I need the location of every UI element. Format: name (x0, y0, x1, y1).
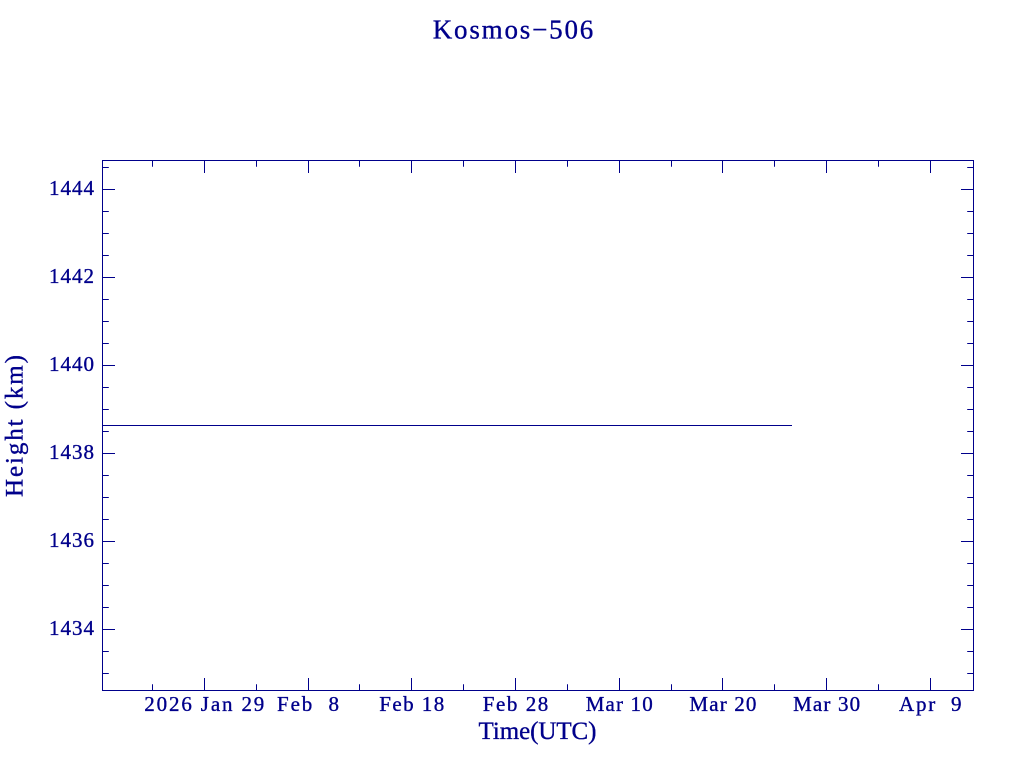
svg-text:Mar 30: Mar 30 (793, 692, 860, 716)
svg-text:Mar 20: Mar 20 (689, 692, 756, 716)
svg-text:1444: 1444 (49, 176, 95, 200)
svg-text:Kosmos−506: Kosmos−506 (433, 15, 594, 45)
svg-text:1442: 1442 (49, 264, 94, 288)
svg-text:1434: 1434 (49, 616, 95, 640)
svg-text:Feb 8: Feb 8 (277, 692, 339, 716)
svg-text:Height (km): Height (km) (2, 355, 29, 497)
svg-text:1438: 1438 (49, 440, 94, 464)
svg-text:Mar 10: Mar 10 (586, 692, 653, 716)
svg-text:Feb 28: Feb 28 (483, 692, 549, 716)
svg-text:Feb 18: Feb 18 (379, 692, 444, 716)
svg-text:Time(UTC): Time(UTC) (479, 718, 597, 745)
svg-text:1440: 1440 (49, 352, 94, 376)
svg-text:1436: 1436 (49, 528, 94, 552)
svg-text:2026 Jan 29: 2026 Jan 29 (144, 692, 264, 716)
svg-text:Apr 9: Apr 9 (899, 692, 962, 716)
